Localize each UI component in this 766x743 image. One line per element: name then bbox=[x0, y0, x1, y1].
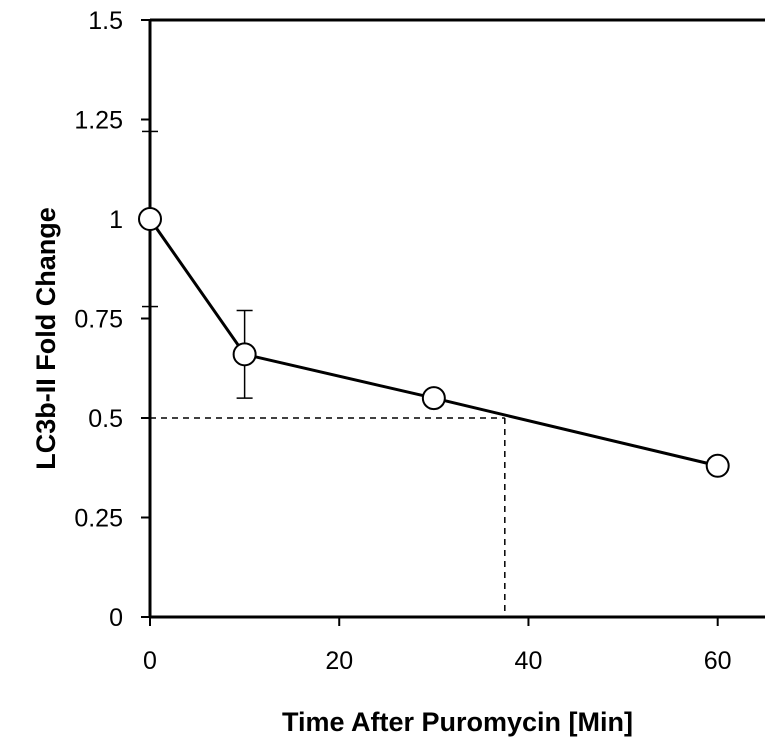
data-point bbox=[421, 386, 446, 411]
y-tick-label: 1 bbox=[109, 206, 123, 234]
y-tick-label: 1.25 bbox=[74, 107, 123, 135]
series-lines bbox=[148, 218, 719, 468]
data-point bbox=[232, 342, 257, 367]
data-points bbox=[138, 207, 730, 478]
data-point bbox=[705, 453, 730, 478]
y-tick-label: 0.5 bbox=[88, 405, 123, 433]
axis-labels: 0 0.25 0.5 0.75 1 1.25 1.5 0 20 40 60 bbox=[74, 7, 731, 675]
y-tick-label: 0.75 bbox=[74, 306, 123, 334]
x-tick-label: 20 bbox=[325, 647, 353, 675]
y-tick-label: 0.25 bbox=[74, 505, 123, 533]
y-axis-title: LC3b-II Fold Change bbox=[31, 207, 61, 470]
reference-lines bbox=[150, 417, 506, 617]
x-tick-label: 40 bbox=[515, 647, 543, 675]
y-tick-label: 1.5 bbox=[88, 7, 123, 35]
x-axis-title: Time After Puromycin [Min] bbox=[282, 707, 633, 737]
axes bbox=[141, 18, 765, 626]
x-tick-label: 0 bbox=[143, 647, 157, 675]
x-tick-label: 60 bbox=[704, 647, 732, 675]
y-tick-label: 0 bbox=[109, 604, 123, 632]
data-point bbox=[138, 207, 162, 231]
series-line bbox=[148, 218, 719, 468]
